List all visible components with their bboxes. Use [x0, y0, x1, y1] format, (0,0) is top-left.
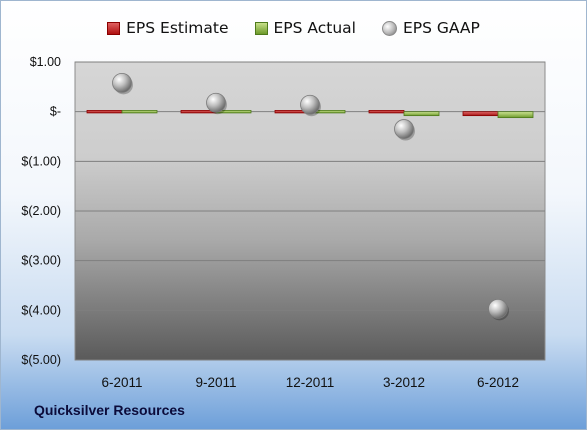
point-marker — [112, 72, 132, 93]
legend-swatch-gaap — [381, 20, 397, 36]
y-tick-label: $- — [50, 105, 61, 119]
legend-swatch-actual — [254, 21, 268, 35]
point-marker — [300, 94, 320, 115]
point-eps-gaap — [394, 119, 415, 141]
point-eps-gaap — [300, 94, 321, 117]
y-tick-label: $(3.00) — [21, 254, 61, 268]
bar-eps-actual — [497, 111, 534, 119]
point-eps-gaap — [206, 92, 227, 115]
bar-eps-estimate — [86, 110, 123, 114]
x-axis-ticks: 6-2011 9-2011 12-2011 3-2012 6-2012 — [101, 375, 519, 390]
legend-item-eps-estimate: EPS Estimate — [107, 19, 229, 37]
point-marker — [488, 298, 508, 319]
x-tick-label: 6-2012 — [477, 375, 519, 390]
data-marks — [86, 72, 534, 321]
y-axis-ticks: $1.00 $- $(1.00) $(2.00) $(3.00) $(4.00) $(5.0… — [21, 55, 61, 367]
legend-label-gaap: EPS GAAP — [402, 19, 480, 37]
legend-label-estimate: EPS Estimate — [126, 19, 229, 37]
point-eps-gaap — [112, 72, 133, 95]
y-tick-label: $(5.00) — [21, 353, 61, 367]
y-tick-label: $1.00 — [30, 55, 61, 69]
company-name: Quicksilver Resources — [34, 402, 185, 418]
point-eps-gaap — [488, 298, 509, 321]
legend-item-eps-gaap: EPS GAAP — [381, 19, 480, 37]
bar-eps-estimate — [368, 110, 405, 114]
legend-label-actual: EPS Actual — [273, 19, 356, 37]
y-tick-label: $(4.00) — [21, 303, 61, 317]
point-marker — [206, 92, 226, 113]
x-tick-label: 3-2012 — [383, 375, 425, 390]
bar-eps-actual — [121, 110, 158, 114]
bar-eps-actual — [403, 111, 440, 117]
x-tick-label: 9-2011 — [195, 375, 236, 390]
y-tick-label: $(2.00) — [21, 204, 61, 218]
legend: EPS Estimate EPS Actual EPS GAAP — [1, 19, 586, 37]
bar-eps-estimate — [462, 111, 499, 117]
legend-item-eps-actual: EPS Actual — [254, 19, 356, 37]
y-tick-label: $(1.00) — [21, 154, 61, 168]
point-marker — [394, 119, 414, 139]
x-tick-label: 6-2011 — [101, 375, 142, 390]
legend-swatch-estimate — [107, 21, 121, 35]
x-tick-label: 12-2011 — [286, 375, 335, 390]
